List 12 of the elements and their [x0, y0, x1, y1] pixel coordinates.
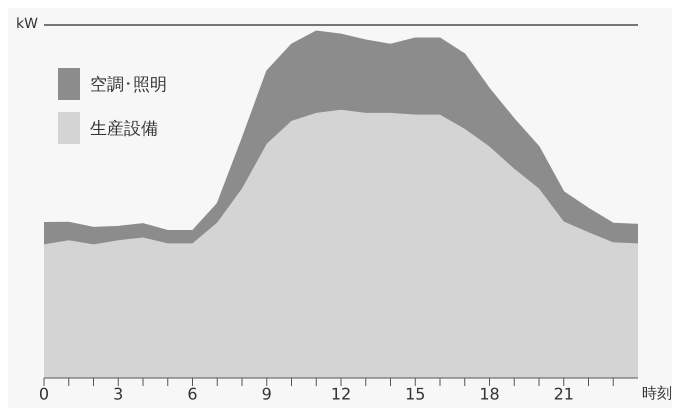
x-tick-label: 15	[405, 384, 426, 404]
x-tick-label: 21	[554, 384, 574, 404]
legend-label: 空調･照明	[89, 74, 167, 96]
x-tick-label: 12	[330, 384, 352, 404]
y-axis-title: kW	[16, 16, 38, 32]
legend-label: 生産設備	[89, 118, 159, 140]
x-tick-label: 18	[479, 384, 500, 404]
x-tick-label: 3	[113, 384, 124, 404]
x-tick-label: 6	[187, 384, 198, 404]
x-tick-label: 0	[38, 384, 50, 404]
x-tick-label: 9	[262, 384, 272, 404]
x-axis-title: 時刻	[642, 384, 672, 403]
